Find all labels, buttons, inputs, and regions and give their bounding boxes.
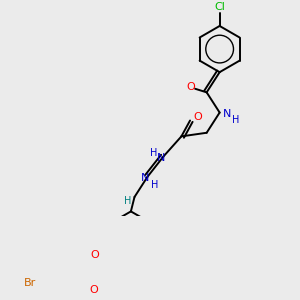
Text: H: H (150, 148, 157, 158)
Text: H: H (124, 196, 131, 206)
Text: O: O (193, 112, 202, 122)
Text: N: N (141, 173, 149, 183)
Text: H: H (151, 180, 158, 190)
Text: Cl: Cl (214, 2, 225, 12)
Text: Br: Br (24, 278, 36, 288)
Text: O: O (91, 250, 99, 260)
Text: H: H (232, 115, 239, 125)
Text: N: N (223, 109, 231, 119)
Text: O: O (186, 82, 195, 92)
Text: N: N (157, 153, 165, 163)
Text: O: O (89, 285, 98, 295)
